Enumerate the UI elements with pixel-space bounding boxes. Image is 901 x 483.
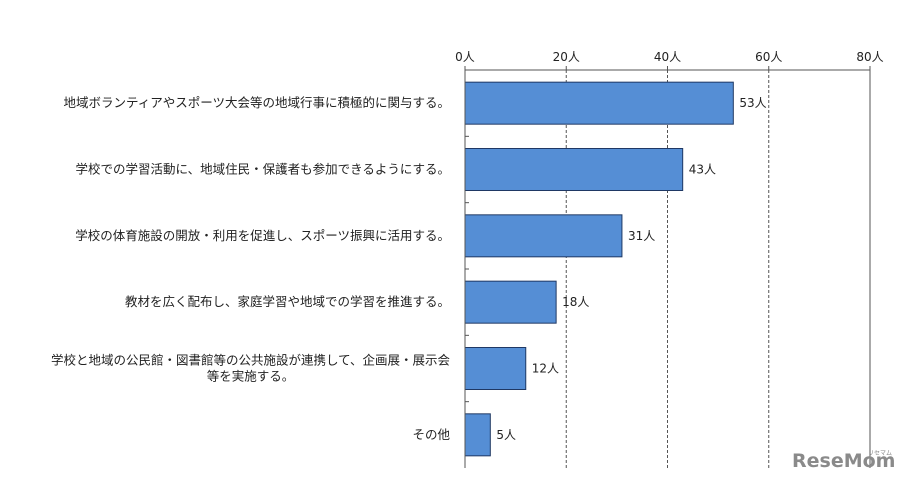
x-tick-label: 0人 — [455, 50, 475, 64]
category-label: 学校の体育施設の開放・利用を促進し、スポーツ振興に活用する。 — [75, 228, 450, 243]
watermark-text: ReseMom — [792, 450, 895, 472]
value-label: 43人 — [689, 163, 716, 177]
x-tick-label: 60人 — [755, 50, 782, 64]
category-label: 教材を広く配布し、家庭学習や地域での学習を推進する。 — [125, 294, 450, 309]
bar — [464, 347, 527, 390]
gridlines — [565, 70, 871, 468]
value-label: 53人 — [739, 96, 766, 110]
bars — [464, 81, 734, 457]
value-label: 12人 — [532, 362, 559, 376]
category-label: 学校と地域の公民館・図書館等の公共施設が連携して、企画展・展示会 — [51, 353, 451, 368]
x-tick-label: 20人 — [553, 50, 580, 64]
category-label: 地域ボランティアやスポーツ大会等の地域行事に積極的に関与する。 — [63, 95, 450, 110]
category-labels: 地域ボランティアやスポーツ大会等の地域行事に積極的に関与する。学校での学習活動に… — [51, 95, 451, 442]
x-tick-label: 80人 — [856, 50, 883, 64]
category-label: 学校での学習活動に、地域住民・保護者も参加できるようにする。 — [75, 162, 450, 177]
value-label: 31人 — [628, 229, 655, 243]
value-label: 18人 — [562, 295, 589, 309]
watermark: ReseMom リセマム — [792, 450, 895, 472]
value-labels: 53人 43人 31人 18人 12人 5人 — [496, 96, 766, 442]
bar — [464, 214, 623, 258]
category-label: その他 — [412, 427, 450, 442]
bar — [464, 413, 491, 457]
axes — [464, 66, 871, 468]
category-label: 等を実施する。 — [207, 369, 295, 384]
x-tick-label: 40人 — [654, 50, 681, 64]
bar — [464, 81, 734, 125]
bar — [464, 280, 557, 324]
bar — [464, 148, 684, 191]
watermark-subtext: リセマム — [868, 450, 892, 457]
value-label: 5人 — [496, 428, 516, 442]
x-tick-labels: 0人 20人 40人 60人 80人 — [455, 50, 883, 64]
